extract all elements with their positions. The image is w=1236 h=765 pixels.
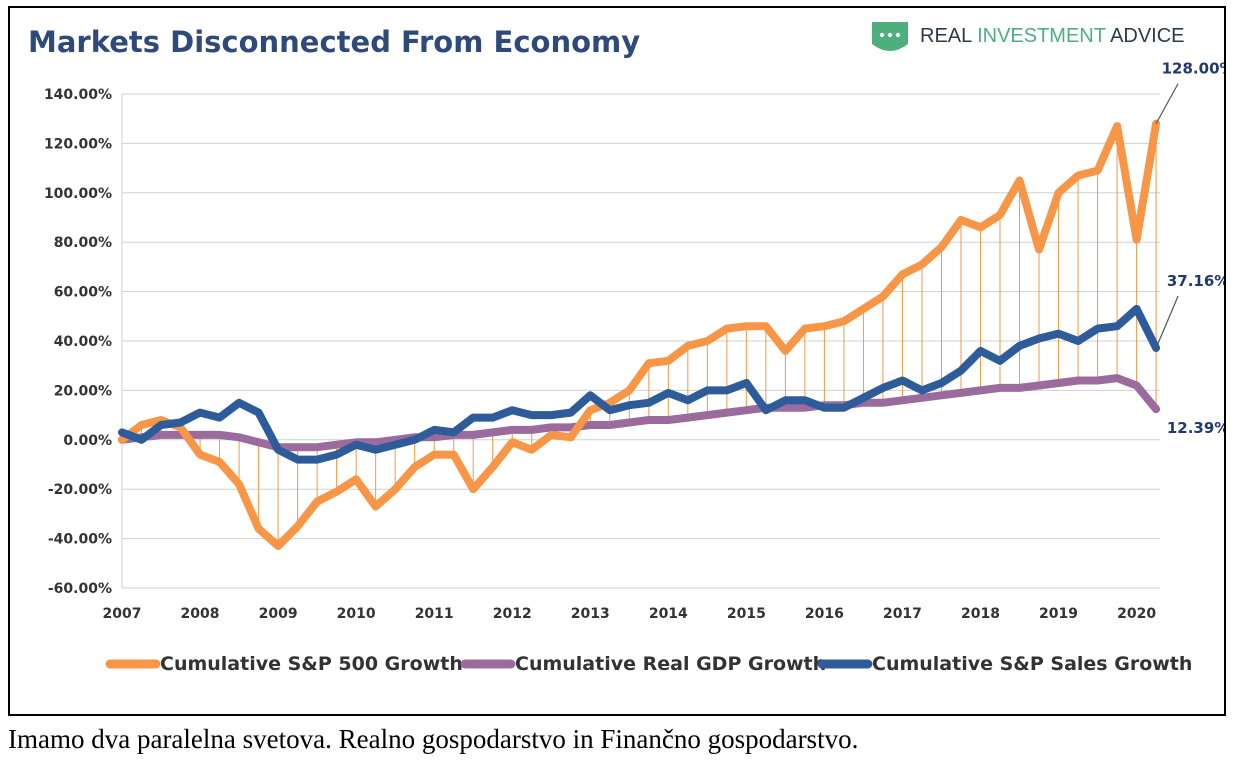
chart: Markets Disconnected From Economy REAL I… xyxy=(28,22,1224,675)
x-tick-label: 2018 xyxy=(961,606,1000,622)
shield-dots-icon xyxy=(872,22,908,51)
x-axis: 2007 2008 2009 2010 2011 2012 2013 2014 2015 2016… xyxy=(103,606,1157,622)
series-line-0 xyxy=(118,119,1161,550)
series-line-1 xyxy=(118,374,1161,452)
x-tick-label: 2015 xyxy=(727,606,766,622)
y-tick-label: -20.00% xyxy=(48,482,112,498)
chart-title: Markets Disconnected From Economy xyxy=(28,25,640,59)
x-tick-label: 2013 xyxy=(571,606,610,622)
x-tick-label: 2016 xyxy=(805,606,844,622)
chart-frame: Markets Disconnected From Economy REAL I… xyxy=(8,6,1226,716)
y-tick-label: 20.00% xyxy=(54,383,112,399)
x-tick-label: 2012 xyxy=(493,606,532,622)
brand-name: REAL INVESTMENT ADVICE xyxy=(920,25,1185,47)
x-tick-label: 2008 xyxy=(181,606,220,622)
y-tick-label: 140.00% xyxy=(44,87,112,103)
legend-label: Cumulative S&P Sales Growth xyxy=(872,653,1192,675)
x-tick-label: 2009 xyxy=(259,606,298,622)
x-tick-label: 2010 xyxy=(337,606,376,622)
series-line-2 xyxy=(118,304,1161,464)
x-tick-label: 2017 xyxy=(883,606,922,622)
x-tick-label: 2014 xyxy=(649,606,688,622)
annotations: 128.00% 37.16% 12.39% xyxy=(1155,60,1224,437)
y-tick-label: 0.00% xyxy=(63,433,112,449)
legend-label: Cumulative S&P 500 Growth xyxy=(160,653,463,675)
x-tick-label: 2020 xyxy=(1117,606,1156,622)
caption: Imamo dva paralelna svetova. Realno gosp… xyxy=(8,724,859,754)
y-tick-label: 40.00% xyxy=(54,334,112,350)
annotation-label: 37.16% xyxy=(1167,272,1224,290)
x-tick-label: 2019 xyxy=(1039,606,1078,622)
gridlines xyxy=(121,93,1160,589)
y-tick-label: 120.00% xyxy=(44,136,112,152)
series-lines xyxy=(118,119,1161,550)
legend-label: Cumulative Real GDP Growth xyxy=(515,653,826,675)
y-axis: 140.00% 120.00% 100.00% 80.00% 60.00% 40.00% 2… xyxy=(44,87,112,597)
y-tick-label: -40.00% xyxy=(48,532,112,548)
y-tick-label: 60.00% xyxy=(54,285,112,301)
x-tick-label: 2007 xyxy=(103,606,142,622)
x-tick-label: 2011 xyxy=(415,606,454,622)
drop-lines xyxy=(141,123,1157,547)
annotation-label: 12.39% xyxy=(1167,419,1224,437)
annotation-label: 128.00% xyxy=(1162,60,1224,78)
legend: Cumulative S&P 500 Growth Cumulative Real… xyxy=(105,653,1192,675)
y-tick-label: -60.00% xyxy=(48,581,112,597)
y-tick-label: 100.00% xyxy=(44,186,112,202)
y-tick-label: 80.00% xyxy=(54,235,112,251)
annotation-leader xyxy=(1155,295,1179,349)
annotation-leader xyxy=(1155,83,1179,124)
brand-logo: REAL INVESTMENT ADVICE xyxy=(872,22,1185,51)
